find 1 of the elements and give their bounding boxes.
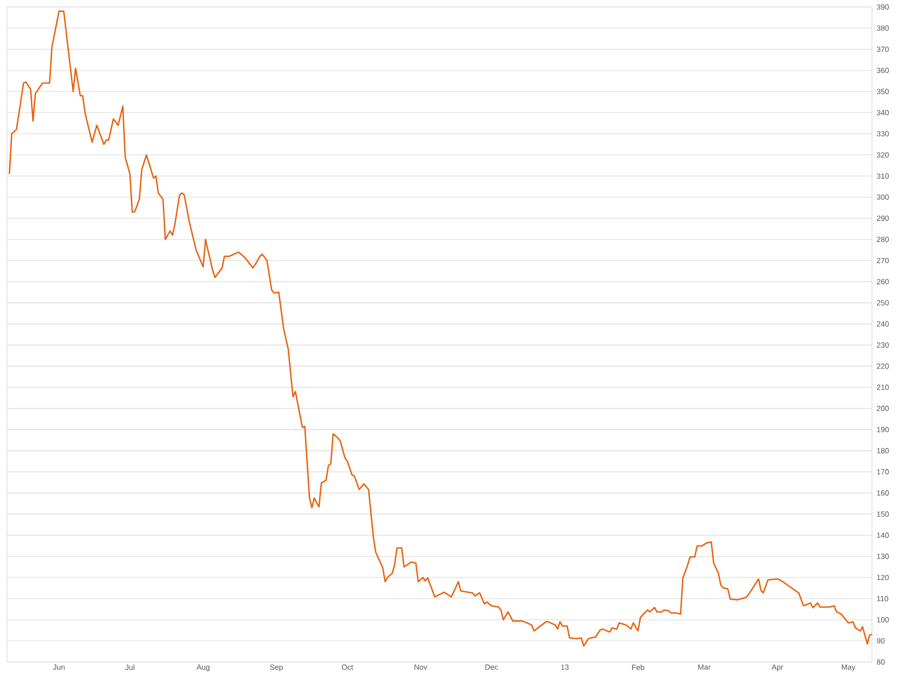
line-series	[8, 10, 873, 647]
